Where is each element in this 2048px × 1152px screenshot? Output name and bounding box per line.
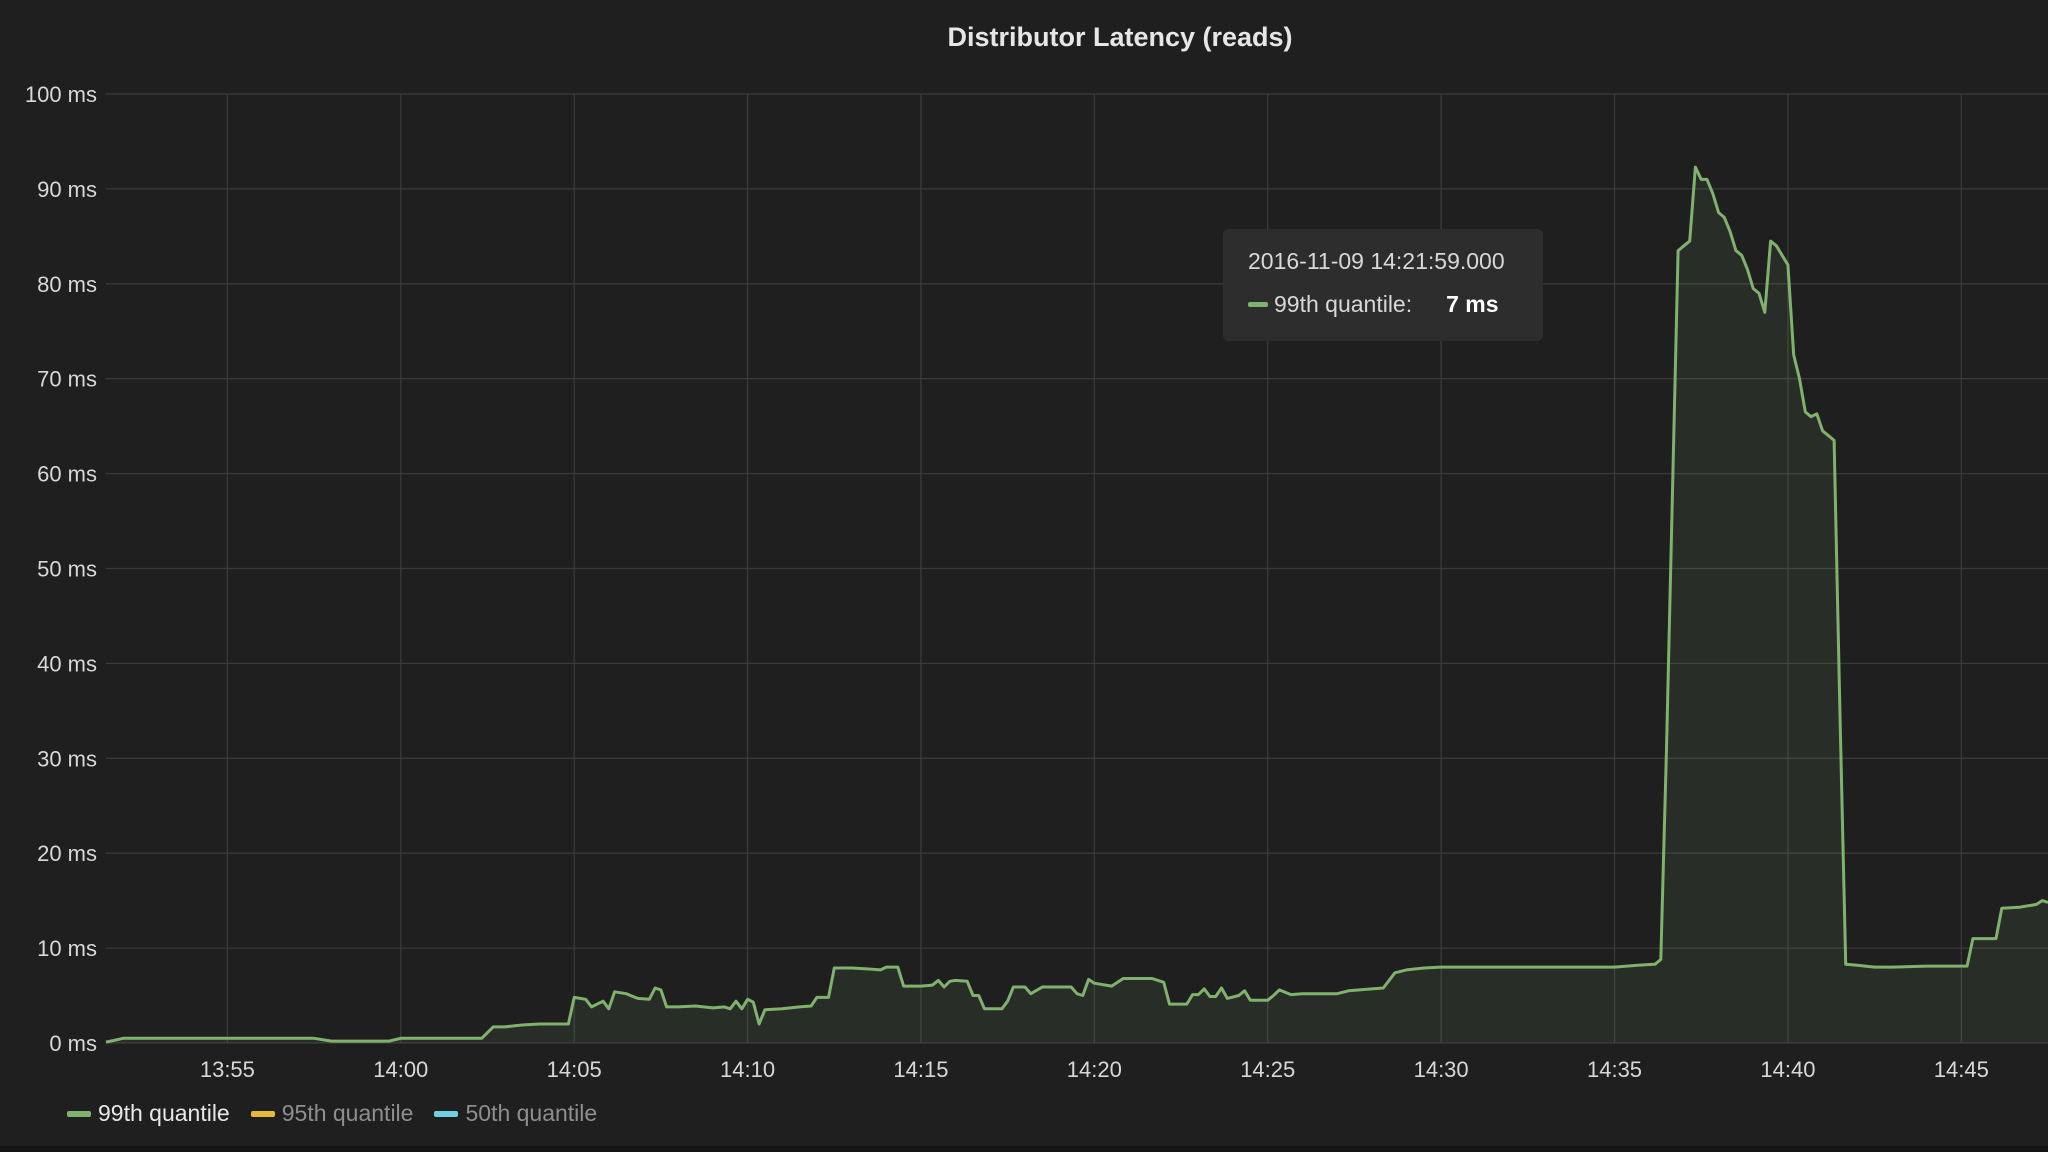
tooltip-timestamp: 2016-11-09 14:21:59.000	[1248, 248, 1505, 274]
x-tick-label: 14:25	[1240, 1057, 1295, 1082]
series-line-layer	[105, 165, 2048, 1044]
panel-bottom-border	[0, 1146, 2048, 1152]
y-axis: 0 ms 10 ms 20 ms 30 ms 40 ms 50 ms 60 ms 70 ms 8…	[25, 82, 97, 1056]
x-axis: 13:55 14:00 14:05 14:10 14:15 14:20 14:25 14:30…	[200, 1057, 1989, 1082]
x-tick-label: 14:30	[1414, 1057, 1469, 1082]
legend-label: 50th quantile	[465, 1100, 598, 1126]
y-tick-label: 10 ms	[37, 936, 97, 961]
legend-item-50th-quantile[interactable]: 50th quantile	[434, 1100, 597, 1127]
grid	[106, 93, 2048, 1044]
y-tick-label: 70 ms	[37, 367, 97, 392]
y-tick-label: 20 ms	[37, 841, 97, 866]
legend-item-95th-quantile[interactable]: 95th quantile	[250, 1100, 414, 1127]
x-tick-label: 14:45	[1934, 1057, 1989, 1082]
tooltip-series-name: 99th quantile:	[1274, 291, 1413, 317]
series-line	[105, 165, 2048, 1044]
x-tick-label: 14:15	[893, 1057, 948, 1082]
x-tick-label: 14:35	[1587, 1057, 1642, 1082]
legend-swatch	[434, 1110, 459, 1117]
y-tick-label: 0 ms	[49, 1031, 97, 1056]
x-tick-label: 14:10	[720, 1057, 775, 1082]
legend-swatch	[67, 1110, 91, 1117]
legend-swatch	[250, 1110, 275, 1117]
hover-tooltip: 2016-11-09 14:21:59.000 99th quantile: 7…	[1223, 229, 1543, 341]
y-tick-label: 60 ms	[37, 462, 97, 487]
series-area-layer	[106, 167, 2048, 1044]
tooltip-series-row: 99th quantile: 7 ms	[1248, 291, 1499, 318]
tooltip-series-value: 7 ms	[1446, 291, 1499, 317]
legend-item-99th-quantile[interactable]: 99th quantile	[67, 1100, 230, 1127]
y-tick-label: 80 ms	[37, 272, 97, 297]
x-tick-label: 14:20	[1067, 1057, 1122, 1082]
y-tick-label: 90 ms	[37, 177, 97, 202]
y-tick-label: 30 ms	[37, 746, 97, 771]
x-tick-label: 14:05	[547, 1057, 602, 1082]
y-tick-label: 100 ms	[25, 82, 97, 107]
legend-label: 95th quantile	[281, 1100, 414, 1126]
x-tick-label: 14:40	[1760, 1057, 1815, 1082]
tooltip-series-swatch	[1248, 302, 1268, 307]
panel-title[interactable]: Distributor Latency (reads)	[947, 22, 1293, 52]
legend: 99th quantile 95th quantile 50th quantil…	[67, 1100, 618, 1127]
legend-label: 99th quantile	[98, 1100, 230, 1126]
y-tick-label: 50 ms	[37, 557, 97, 582]
x-tick-label: 14:00	[373, 1057, 428, 1082]
y-tick-label: 40 ms	[37, 651, 97, 676]
x-tick-label: 13:55	[200, 1057, 255, 1082]
series-area	[106, 167, 2048, 1044]
